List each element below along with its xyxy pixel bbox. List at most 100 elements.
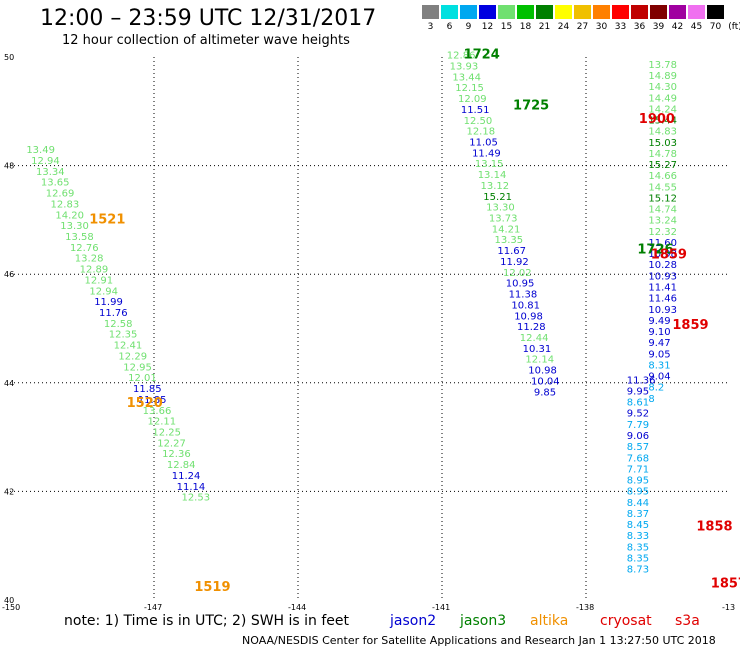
scale-label: 6 [446,22,453,32]
pass-time-label: 1857 [711,577,740,592]
scale-label: 42 [671,22,684,32]
wave-height-label: 12.94 [89,286,118,297]
wave-height-label: 10.98 [514,311,543,322]
wave-height-label: 13.49 [26,145,55,156]
wave-height-label: 12.35 [109,330,138,341]
pass-time-label: 1519 [194,580,230,595]
pass-time-label: 1521 [89,213,125,228]
wave-height-label: 14.21 [492,224,521,235]
wave-height-label: 12.02 [503,268,532,279]
wave-height-label: 11.28 [517,322,546,333]
scale-swatch [479,5,496,19]
scale-label: 33 [614,22,627,32]
wave-height-label: 14.78 [648,149,677,160]
wave-height-label: 12.69 [46,189,75,200]
scale-label: 15 [500,22,513,32]
wave-height-label: 9.85 [534,387,556,398]
scale-swatch [650,5,667,19]
wave-height-label: 10.31 [523,344,552,355]
wave-height-label: 8 [648,394,654,405]
lon-tick-label: -13 [722,603,735,612]
pass-time-label: 1726 [637,243,673,258]
wave-height-label: 12.09 [458,94,487,105]
wave-height-label: 13.15 [475,159,504,170]
scale-label: 45 [690,22,703,32]
wave-height-label: 15.12 [648,193,677,204]
wave-height-label: 11.36 [627,375,656,386]
wave-height-label: 10.93 [648,305,677,316]
lon-tick-label: -138 [576,603,594,612]
wave-height-label: 12.94 [31,156,60,167]
wave-height-label: 12.86 [447,51,476,62]
lat-tick-label: 42 [4,487,14,496]
wave-height-label: 12.76 [70,243,99,254]
wave-height-label: 11.49 [472,148,501,159]
wave-height-label: 11.85 [133,384,162,395]
wave-height-label: 9.05 [648,349,670,360]
wave-height-label: 12.89 [80,265,109,276]
wave-height-label: 12.84 [167,460,196,471]
wave-height-label: 13.30 [60,221,89,232]
wave-height-label: 13.28 [75,254,104,265]
legend-cryosat: cryosat [600,613,652,629]
wave-height-label: 9.10 [648,327,670,338]
scale-swatch [574,5,591,19]
wave-height-label: 15.27 [648,160,677,171]
wave-height-label: 8.95 [627,487,649,498]
scale-swatch [536,5,553,19]
wave-height-label: 10.28 [648,260,677,271]
wave-height-label: 14.74 [648,205,677,216]
map-title: 12:00 – 23:59 UTC 12/31/2017 [40,6,377,31]
scale-label: 24 [557,22,570,32]
wave-height-label: 12.27 [157,438,186,449]
lat-tick-label: 50 [4,53,14,62]
wave-height-label: 7.71 [627,464,649,475]
scale-label: 39 [652,22,665,32]
wave-height-label: 10.81 [511,300,540,311]
wave-height-label: 12.44 [520,333,549,344]
scale-swatch [707,5,724,19]
wave-height-label: 10.04 [531,376,560,387]
wave-height-label: 9.95 [627,386,649,397]
wave-height-label: 13.14 [478,170,507,181]
wave-height-label: 9.52 [627,409,649,420]
wave-height-label: 15.21 [483,192,512,203]
scale-swatch [688,5,705,19]
wave-height-label: 8.73 [627,565,649,576]
wave-height-label: 9.47 [648,338,670,349]
wave-height-label: 14.24 [648,104,677,115]
wave-height-label: 14.83 [648,127,677,138]
scale-swatch [593,5,610,19]
wave-height-label: 11.85 [138,395,167,406]
wave-height-label: 8.57 [627,442,649,453]
scale-label: 70 [709,22,722,32]
wave-height-label: 9.04 [648,372,670,383]
wave-height-label: 14.66 [648,171,677,182]
lat-tick-label: 44 [4,379,14,388]
wave-height-label: 11.51 [461,105,490,116]
legend-jason2: jason2 [390,613,437,629]
wave-height-label: 13.34 [36,167,65,178]
scale-swatch [612,5,629,19]
scale-label: 30 [595,22,608,32]
wave-height-label: 13.66 [143,406,172,417]
wave-height-label: 12.32 [648,227,677,238]
pass-time-label: 1859 [651,247,687,262]
pass-time-label: 1520 [127,396,163,411]
wave-height-label: 11.41 [648,282,677,293]
wave-height-label: 8.31 [648,360,670,371]
wave-height-label: 13.12 [480,181,509,192]
wave-height-label: 12.53 [181,493,210,504]
scale-swatch [555,5,572,19]
wave-height-label: 9.49 [648,316,670,327]
wave-height-label: 12.15 [455,83,484,94]
wave-height-label: 14.89 [648,71,677,82]
map-subtitle: 12 hour collection of altimeter wave hei… [62,33,350,48]
wave-height-label: 12.58 [104,319,133,330]
wave-height-label: 14.20 [55,210,84,221]
wave-height-label: 13.30 [486,203,515,214]
wave-height-label: 12.41 [114,341,143,352]
wave-height-label: 13.58 [65,232,94,243]
pass-time-label: 1724 [464,48,500,63]
wave-height-label: 13.35 [495,235,524,246]
